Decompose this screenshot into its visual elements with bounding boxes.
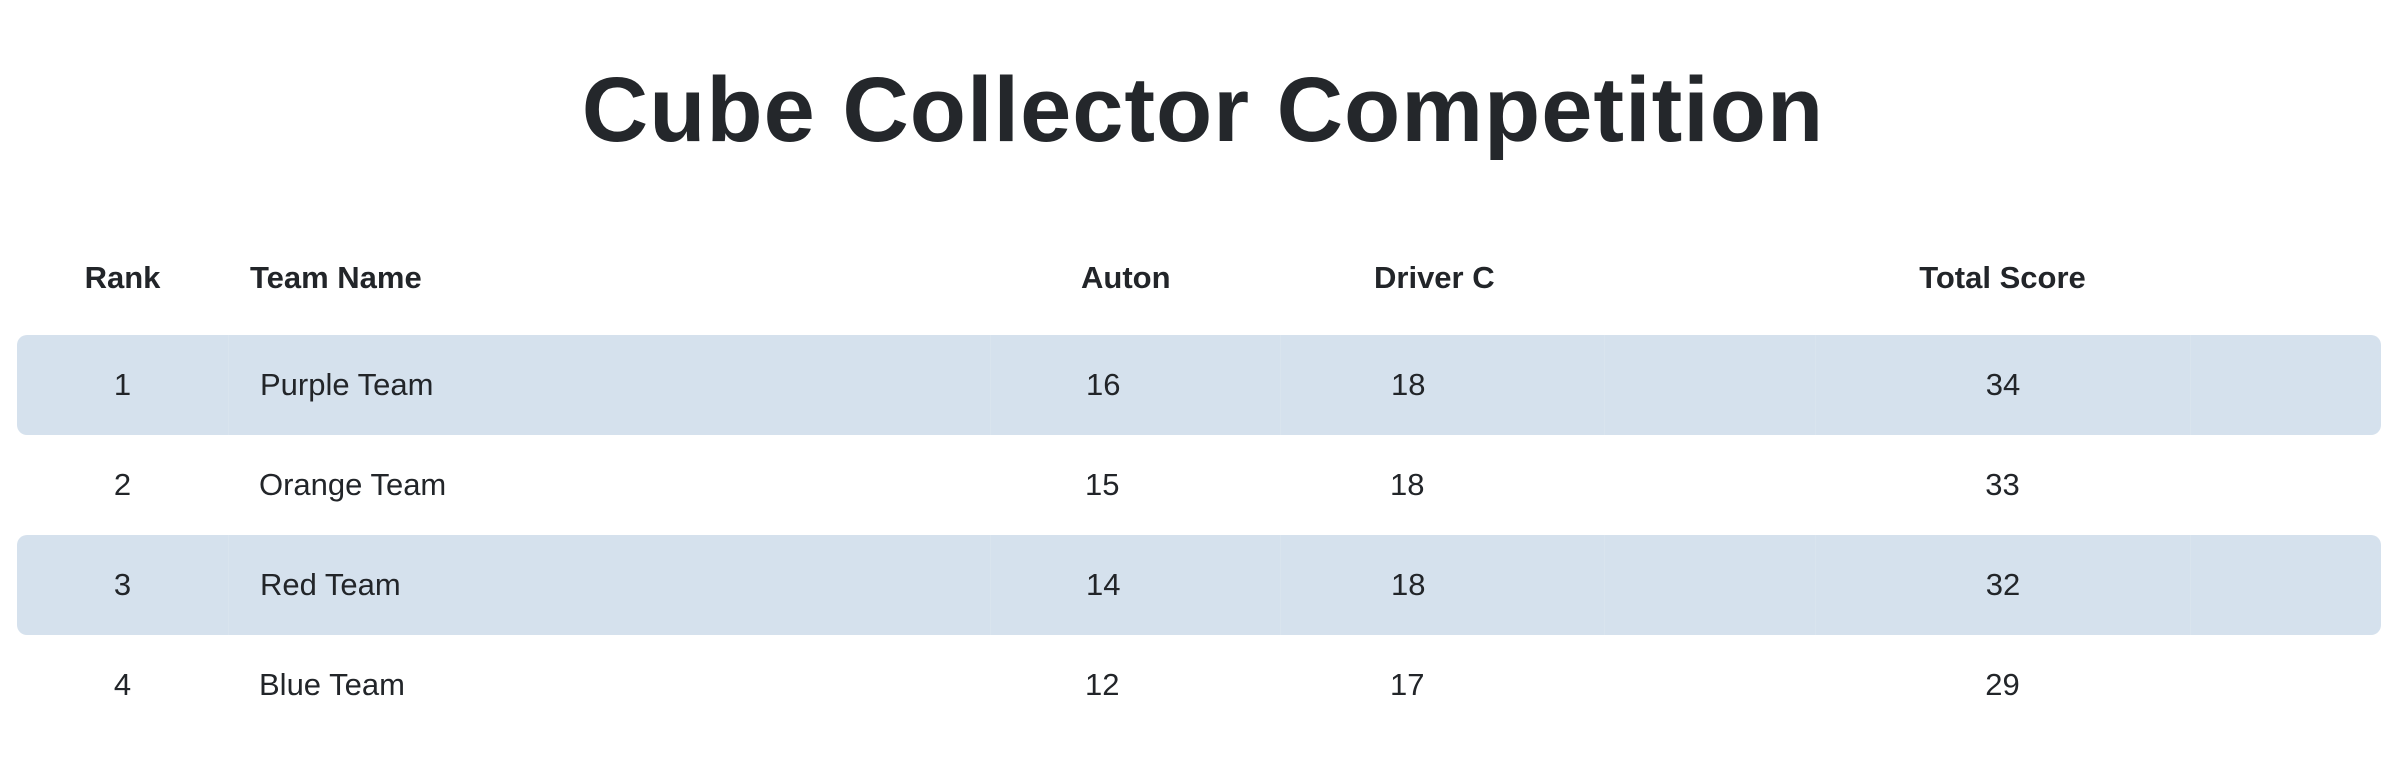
table-row: 1 Purple Team 16 18 34 <box>17 335 2381 435</box>
header-driver[interactable]: Driver C <box>1374 259 1495 295</box>
driver-cell: 17 <box>1390 667 1425 702</box>
leaderboard-table: Rank Team Name Auton Driver C Total Scor… <box>17 220 2381 735</box>
team-name-cell: Blue Team <box>259 667 405 702</box>
table-row: 2 Orange Team 15 18 33 <box>17 435 2381 535</box>
empty-cell <box>2190 635 2381 735</box>
header-rank[interactable]: Rank <box>84 259 161 295</box>
empty-cell <box>1604 435 1815 535</box>
team-name-cell: Orange Team <box>259 467 447 502</box>
auton-cell: 12 <box>1085 667 1120 702</box>
rank-cell: 4 <box>113 667 132 702</box>
empty-cell <box>1604 535 1815 635</box>
table-row: 4 Blue Team 12 17 29 <box>17 635 2381 735</box>
team-name-cell: Purple Team <box>228 335 990 435</box>
auton-cell: 16 <box>990 335 1280 435</box>
total-score-cell: 29 <box>1985 667 2020 702</box>
rank-cell: 3 <box>113 567 132 602</box>
driver-cell: 18 <box>1280 535 1604 635</box>
team-name-cell: Red Team <box>228 535 990 635</box>
header-empty <box>1604 220 1815 335</box>
auton-cell: 14 <box>990 535 1280 635</box>
page-title: Cube Collector Competition <box>581 59 1825 161</box>
empty-cell <box>2190 535 2381 635</box>
empty-cell <box>1604 635 1815 735</box>
header-auton[interactable]: Auton <box>1081 259 1171 295</box>
total-score-cell: 33 <box>1985 467 2020 502</box>
empty-cell <box>2190 435 2381 535</box>
empty-cell <box>2190 335 2381 435</box>
rank-cell: 1 <box>113 367 132 402</box>
empty-cell <box>1604 335 1815 435</box>
driver-cell: 18 <box>1280 335 1604 435</box>
header-total-score[interactable]: Total Score <box>1919 259 2086 295</box>
header-empty <box>2190 220 2381 335</box>
rank-cell: 2 <box>113 467 132 502</box>
auton-cell: 15 <box>1085 467 1120 502</box>
table-header: Rank Team Name Auton Driver C Total Scor… <box>17 220 2381 335</box>
table-row: 3 Red Team 14 18 32 <box>17 535 2381 635</box>
total-score-cell: 32 <box>1815 535 2190 635</box>
header-team-name[interactable]: Team Name <box>250 259 422 295</box>
driver-cell: 18 <box>1390 467 1425 502</box>
total-score-cell: 34 <box>1815 335 2190 435</box>
